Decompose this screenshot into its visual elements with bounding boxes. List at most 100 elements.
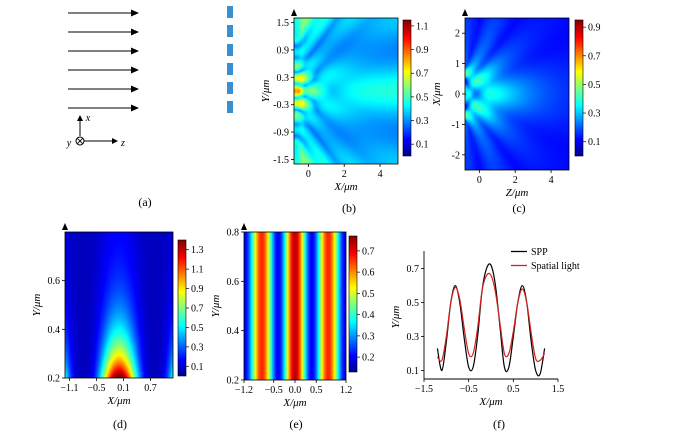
colorbar-tick-label: 1.3 — [191, 245, 204, 256]
y-tick-label: 0.2 — [48, 374, 61, 385]
colorbar-tick-label: 0.5 — [416, 92, 429, 103]
field-map — [465, 18, 569, 170]
x-tick-label: −0.5 — [265, 385, 283, 396]
field-map — [65, 232, 173, 378]
coord-z-arrow — [112, 138, 118, 144]
y-axis-label: X/μm — [431, 82, 443, 106]
series-line-spp — [436, 263, 546, 377]
y-tick-label: 0.4 — [227, 326, 240, 337]
colorbar — [348, 235, 358, 373]
colorbar-tick-label: 0.3 — [416, 116, 429, 127]
coord-x-arrow — [77, 115, 83, 121]
colorbar-tick-label: 0.9 — [588, 23, 601, 34]
y-axis-label: Y/μm — [31, 294, 43, 317]
y-axis-arrow — [462, 9, 468, 16]
panel-label-f: (f) — [493, 417, 505, 431]
y-tick-label: 1.5 — [277, 18, 290, 29]
colorbar-tick-label: 0.1 — [191, 362, 204, 373]
coord-y-cross — [76, 137, 84, 145]
panel-label-c: (c) — [512, 201, 525, 215]
y-tick-label: -1.5 — [273, 155, 289, 166]
panel-label-e: (e) — [289, 417, 302, 431]
slit-segment — [227, 44, 233, 56]
legend-label: SPP — [531, 247, 548, 258]
y-tick-label: 0.6 — [48, 276, 61, 287]
y-axis-arrow — [62, 223, 68, 230]
x-tick-label: 0.5 — [310, 385, 323, 396]
colorbar-tick-label: 0.5 — [362, 289, 375, 300]
y-tick-label: 1 — [455, 59, 460, 70]
x-axis-label: X/μm — [106, 395, 130, 407]
light-arrow-head — [131, 28, 139, 36]
light-arrow-head — [131, 47, 139, 55]
x-tick-label: 0.1 — [117, 383, 130, 394]
x-tick-label: 0 — [306, 169, 311, 180]
colorbar-tick-label: 0.3 — [191, 342, 204, 353]
slit-segment — [227, 6, 233, 18]
x-tick-label: 2 — [342, 169, 347, 180]
panel-label-b: (b) — [342, 201, 356, 215]
y-tick-label: 0.1 — [407, 366, 420, 377]
x-axis-label: X/μm — [333, 181, 357, 193]
colorbar-tick-label: 1.1 — [191, 265, 204, 276]
y-tick-label: 0.5 — [407, 298, 420, 309]
x-tick-label: −0.5 — [87, 383, 105, 394]
panel-c-heatmap: 0 2 4 2 1 0 -1 -2 Z/μm X/μm 0.9 0.7 0.5 0.3 0.1 — [431, 9, 601, 199]
plot-frame — [64, 231, 174, 379]
x-tick-label: 0.5 — [507, 384, 520, 395]
colorbar-tick-label: 0.6 — [362, 268, 375, 279]
x-axis-label: X/μm — [478, 396, 502, 408]
panel-b-heatmap: 0 2 4 1.5 0.9 0.3 -0.3 -0.9 -1.5 X/μm Y/μm 1.1 0.9 0.… — [260, 9, 429, 193]
coord-z-label: z — [120, 138, 125, 149]
y-axis-label: Y/μm — [390, 306, 402, 329]
light-arrow-head — [131, 9, 139, 17]
colorbar-tick-label: 0.9 — [191, 284, 204, 295]
colorbar-tick-label: 0.7 — [362, 246, 375, 257]
x-tick-label: 0 — [477, 175, 482, 186]
field-map — [244, 232, 346, 380]
series-line-spatial-light — [436, 272, 546, 363]
x-tick-label: 1.2 — [340, 385, 353, 396]
colorbar-tick-label: 0.7 — [588, 51, 601, 62]
x-tick-label: 4 — [378, 169, 383, 180]
colorbar-tick-label: 0.3 — [588, 109, 601, 120]
y-tick-label: 0.3 — [277, 73, 290, 84]
light-arrow-head — [131, 66, 139, 74]
coord-y-label: y — [66, 138, 72, 149]
y-tick-label: 0.2 — [227, 376, 240, 387]
light-arrow-head — [131, 85, 139, 93]
x-tick-label: 2 — [513, 175, 518, 186]
y-axis-label: Y/μm — [260, 80, 272, 103]
panel-label-d: (d) — [113, 417, 127, 431]
y-axis-arrow — [291, 9, 297, 16]
x-tick-label: 1.5 — [552, 384, 565, 395]
y-tick-label: -1 — [452, 120, 460, 131]
colorbar-tick-label: 0.5 — [191, 323, 204, 334]
y-tick-label: 2 — [455, 29, 460, 40]
y-tick-label: -0.3 — [273, 100, 289, 111]
slit-segment — [227, 82, 233, 94]
y-tick-label: 0.7 — [407, 264, 420, 275]
y-tick-label: 0.3 — [407, 332, 420, 343]
y-tick-label: 0.9 — [277, 45, 290, 56]
y-tick-label: 0 — [455, 90, 460, 101]
y-tick-label: 0.8 — [227, 228, 240, 239]
colorbar-tick-label: 0.3 — [362, 331, 375, 342]
panel-label-a: (a) — [138, 195, 151, 209]
colorbar — [402, 19, 412, 157]
x-tick-label: −1.5 — [415, 384, 433, 395]
colorbar-tick-label: 0.7 — [191, 304, 204, 315]
y-tick-label: 0.6 — [227, 277, 240, 288]
coord-x-label: x — [85, 113, 91, 124]
colorbar-tick-label: 1.1 — [416, 21, 429, 32]
x-tick-label: −0.5 — [460, 384, 478, 395]
colorbar — [177, 239, 187, 377]
y-tick-label: 0.4 — [48, 325, 61, 336]
y-axis-label: Y/μm — [210, 295, 222, 318]
x-tick-label: 0.7 — [144, 383, 157, 394]
colorbar-tick-label: 0.1 — [416, 140, 429, 151]
x-tick-label: −1.1 — [60, 383, 78, 394]
panel-e-heatmap: −1.2 −0.5 0.0 0.5 1.2 0.8 0.6 0.4 0.2 X/μm Y/μm 0.7… — [210, 223, 375, 409]
x-axis-label: Z/μm — [506, 187, 529, 199]
